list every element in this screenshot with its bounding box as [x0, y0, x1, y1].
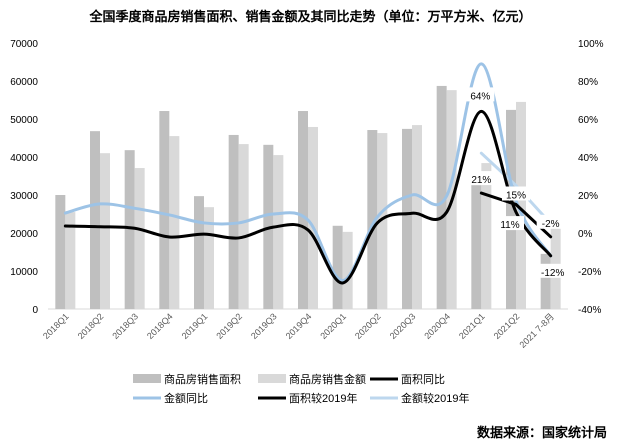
x-tick-label: 2019Q1 [180, 311, 210, 341]
y-left-tick-label: 60000 [10, 77, 38, 88]
data-label-bg [467, 171, 496, 186]
bar-amount [377, 133, 388, 309]
bar-area [298, 111, 308, 310]
data-label: 15% [506, 191, 526, 202]
legend-label: 金额较2019年 [401, 391, 469, 405]
legend-label: 面积较2019年 [289, 391, 357, 405]
bar-area [55, 195, 66, 309]
bar-amount [169, 136, 180, 309]
x-tick-label: 2019Q3 [249, 311, 279, 341]
data-label: 64% [470, 91, 490, 102]
data-label: -12% [541, 268, 564, 279]
legend-swatch [133, 374, 161, 383]
legend-label: 商品房销售金额 [289, 372, 366, 386]
y-right-tick-label: 20% [578, 191, 598, 202]
x-tick-label: 2020Q3 [388, 311, 418, 341]
bar-area [159, 111, 170, 310]
x-tick-label: 2021 7-8月 [518, 311, 557, 350]
bar-amount [273, 155, 284, 309]
bar-area [471, 185, 482, 309]
bar-amount [342, 231, 353, 309]
bar-area [194, 196, 204, 309]
y-left-tick-label: 40000 [10, 153, 38, 164]
data-label: 11% [500, 220, 519, 231]
x-tick-label: 2021Q1 [457, 311, 487, 341]
bar-area [90, 131, 100, 309]
y-right-tick-label: 100% [578, 39, 604, 50]
bar-amount [204, 207, 214, 309]
bar-amount [412, 125, 422, 309]
bar-area [402, 128, 412, 309]
data-source: 数据来源：国家统计局 [476, 426, 607, 441]
bar-area [332, 225, 343, 309]
y-right-tick-label: 80% [578, 77, 598, 88]
legend-label: 面积同比 [401, 373, 445, 386]
x-tick-label: 2018Q2 [76, 311, 106, 341]
bar-area [540, 253, 551, 309]
bar-amount [308, 126, 318, 309]
bar-amount [516, 101, 526, 310]
chart-title: 全国季度商品房销售面积、销售金额及其同比走势（单位：万平方米、亿元） [89, 10, 532, 25]
legend-label: 商品房销售面积 [164, 372, 241, 386]
data-label-bg [538, 263, 567, 278]
y-right-tick-label: 40% [578, 153, 598, 164]
x-tick-label: 2021Q2 [492, 311, 522, 341]
y-right-tick-label: 0% [578, 229, 593, 240]
x-tick-label: 2018Q3 [110, 311, 140, 341]
line-series-1 [63, 62, 553, 283]
x-tick-label: 2020Q1 [318, 311, 348, 341]
x-tick-label: 2020Q4 [422, 311, 452, 341]
legend-label: 金额同比 [164, 391, 208, 405]
bar-amount [481, 163, 492, 309]
x-tick-label: 2019Q2 [214, 311, 244, 341]
bar-amount [134, 168, 145, 309]
y-left-tick-label: 10000 [10, 267, 38, 278]
bar-amount [65, 212, 76, 309]
y-right-tick-label: -20% [578, 267, 601, 278]
y-left-tick-label: 0 [32, 305, 38, 316]
x-tick-label: 2018Q4 [145, 311, 175, 341]
line-series-3 [479, 151, 553, 225]
line-series-0 [63, 109, 553, 285]
y-left-tick-label: 30000 [10, 191, 38, 202]
bar-amount [238, 144, 249, 309]
y-right-tick-label: -40% [578, 305, 601, 316]
data-label-bg [502, 186, 530, 201]
bar-area [124, 150, 135, 309]
bar-area [436, 85, 447, 309]
data-label-bg [496, 216, 524, 231]
bar-area [367, 130, 378, 309]
x-tick-label: 2018Q1 [41, 311, 71, 341]
x-tick-label: 2019Q4 [284, 311, 314, 341]
y-right-tick-label: 60% [578, 115, 598, 126]
data-label-bg [466, 87, 495, 102]
legend-swatch [258, 374, 286, 383]
bar-area [506, 109, 516, 309]
y-left-tick-label: 20000 [10, 229, 38, 240]
y-left-tick-label: 50000 [10, 115, 38, 126]
data-label-bg [536, 214, 565, 229]
data-label: -2% [542, 219, 560, 230]
y-left-tick-label: 70000 [10, 39, 38, 50]
bar-amount [100, 153, 110, 309]
data-label: 21% [471, 175, 491, 186]
x-tick-label: 2020Q2 [353, 311, 383, 341]
